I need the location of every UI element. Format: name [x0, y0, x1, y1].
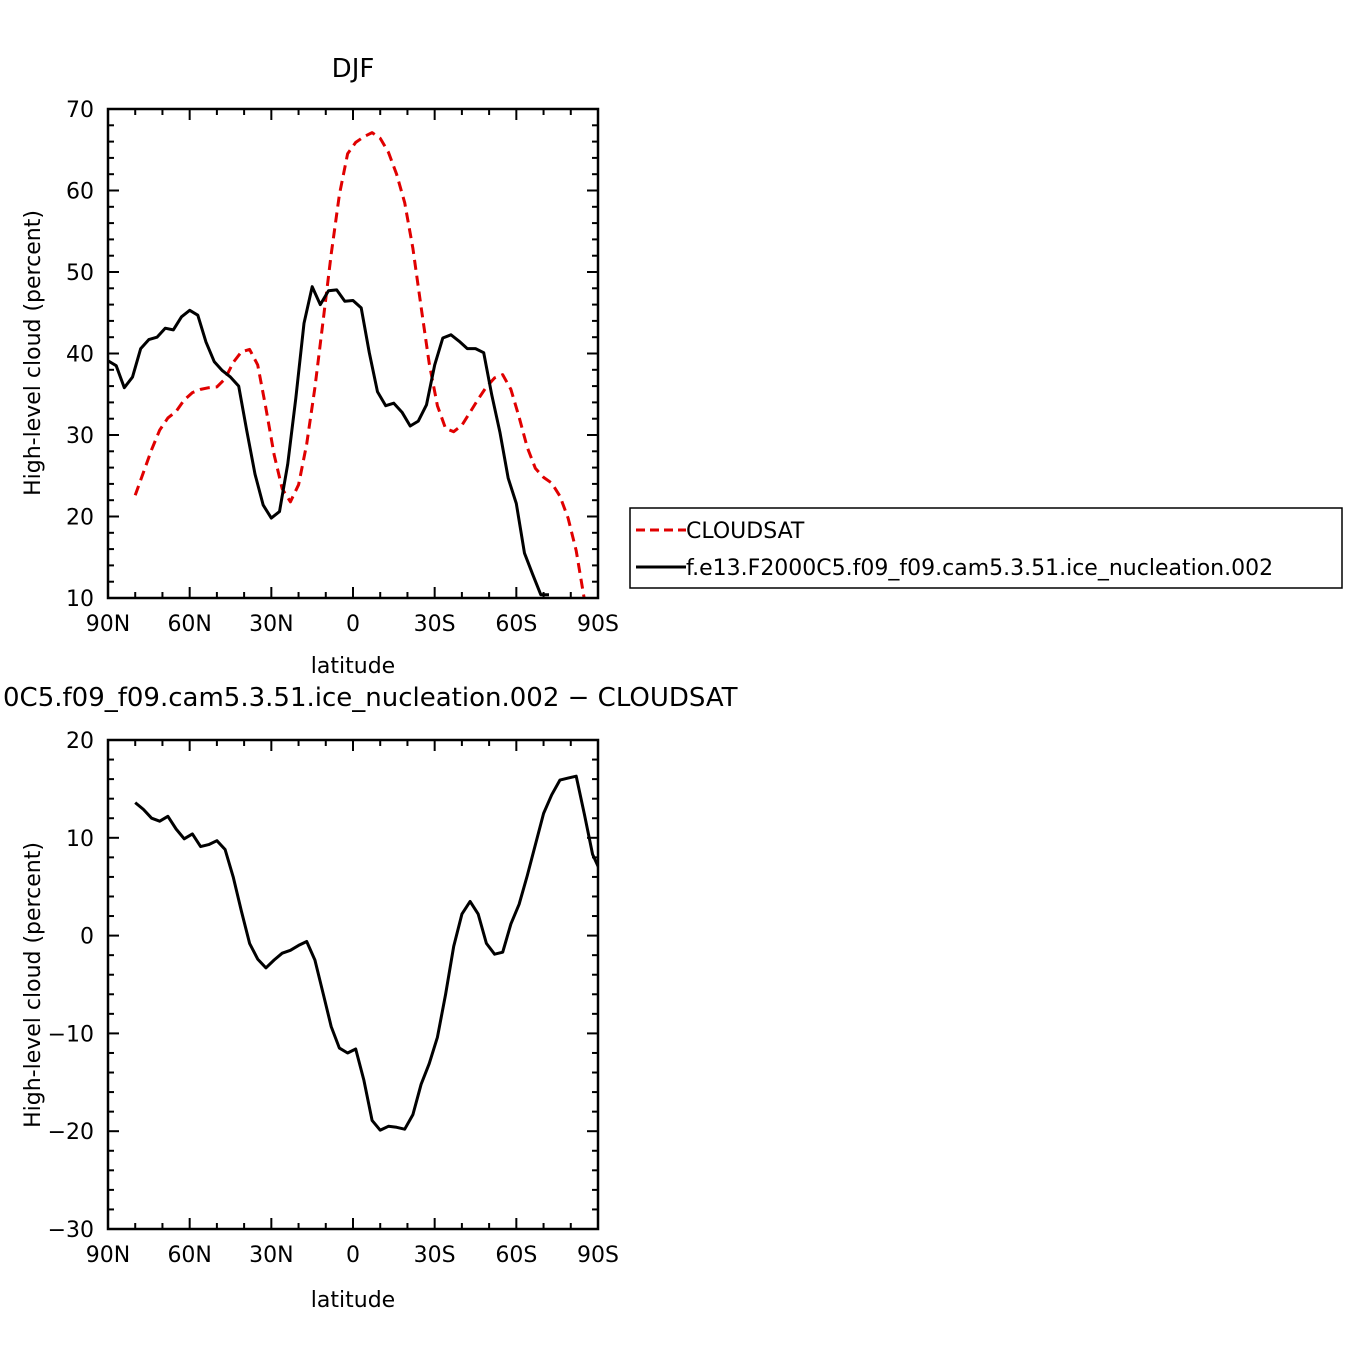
top-series-layer [108, 131, 586, 598]
bottom-y-axis-title: High-level cloud (percent) [21, 842, 46, 1128]
bottom-panel: 0C5.f09_f09.cam5.3.51.ice_nucleation.002… [3, 683, 738, 1313]
top-axes-layer: 90N 60N 30N 0 30S 60S 90S 10 20 30 40 50 60 70 [66, 98, 619, 637]
bottom-series-line-0 [134, 774, 598, 1132]
bottom-x-tick-label: 30S [414, 1243, 456, 1268]
top-y-tick-label: 20 [66, 506, 94, 531]
top-panel: DJF 90N 60N 30N 0 30S 60S 90S 10 20 30 40 50 60 70 la… [21, 54, 619, 679]
top-x-tick-label: 0 [346, 612, 360, 637]
bottom-x-tick-label: 0 [346, 1243, 360, 1268]
top-plot-title: DJF [332, 54, 375, 84]
top-y-axis-title: High-level cloud (percent) [21, 210, 46, 496]
legend-box [629, 507, 1343, 589]
top-x-tick-label: 60S [495, 612, 537, 637]
top-x-tick-label: 60N [167, 612, 211, 637]
bottom-y-tick-label: 10 [66, 827, 94, 852]
top-y-tick-label: 10 [66, 587, 94, 612]
bottom-y-tick-label: 0 [80, 925, 94, 950]
legend-label-model: f.e13.F2000C5.f09_f09.cam5.3.51.ice_nucl… [686, 556, 1273, 581]
top-y-tick-label: 50 [66, 261, 94, 286]
bottom-y-tick-label: 20 [66, 729, 94, 754]
top-y-tick-label: 30 [66, 424, 94, 449]
top-x-tick-label: 30N [249, 612, 293, 637]
top-plot-frame [106, 107, 600, 600]
bottom-plot-title: 0C5.f09_f09.cam5.3.51.ice_nucleation.002… [3, 683, 738, 713]
bottom-x-tick-label: 30N [249, 1243, 293, 1268]
legend-label-cloudsat: CLOUDSAT [686, 519, 805, 544]
top-series-line-1 [108, 285, 549, 597]
bottom-series-layer [134, 774, 598, 1132]
top-x-tick-label: 30S [414, 612, 456, 637]
top-series-line-0 [133, 131, 586, 598]
top-x-tick-label: 90S [577, 612, 619, 637]
bottom-x-tick-label: 90N [86, 1243, 130, 1268]
top-y-tick-label: 70 [66, 98, 94, 123]
top-x-tick-label: 90N [86, 612, 130, 637]
bottom-axes-layer: 90N 60N 30N 0 30S 60S 90S −30 −20 −10 0 10 20 [48, 729, 619, 1268]
bottom-x-tick-label: 60N [167, 1243, 211, 1268]
top-y-tick-label: 60 [66, 180, 94, 205]
top-y-tick-label: 40 [66, 343, 94, 368]
top-x-axis-title: latitude [311, 654, 395, 679]
bottom-plot-frame [106, 738, 600, 1231]
bottom-x-tick-label: 90S [577, 1243, 619, 1268]
bottom-y-tick-label: −20 [48, 1120, 94, 1145]
legend: CLOUDSAT f.e13.F2000C5.f09_f09.cam5.3.51… [629, 507, 1343, 589]
bottom-y-tick-label: −30 [48, 1218, 94, 1243]
bottom-x-axis-title: latitude [311, 1288, 395, 1313]
bottom-y-tick-label: −10 [48, 1022, 94, 1047]
bottom-x-tick-label: 60S [495, 1243, 537, 1268]
